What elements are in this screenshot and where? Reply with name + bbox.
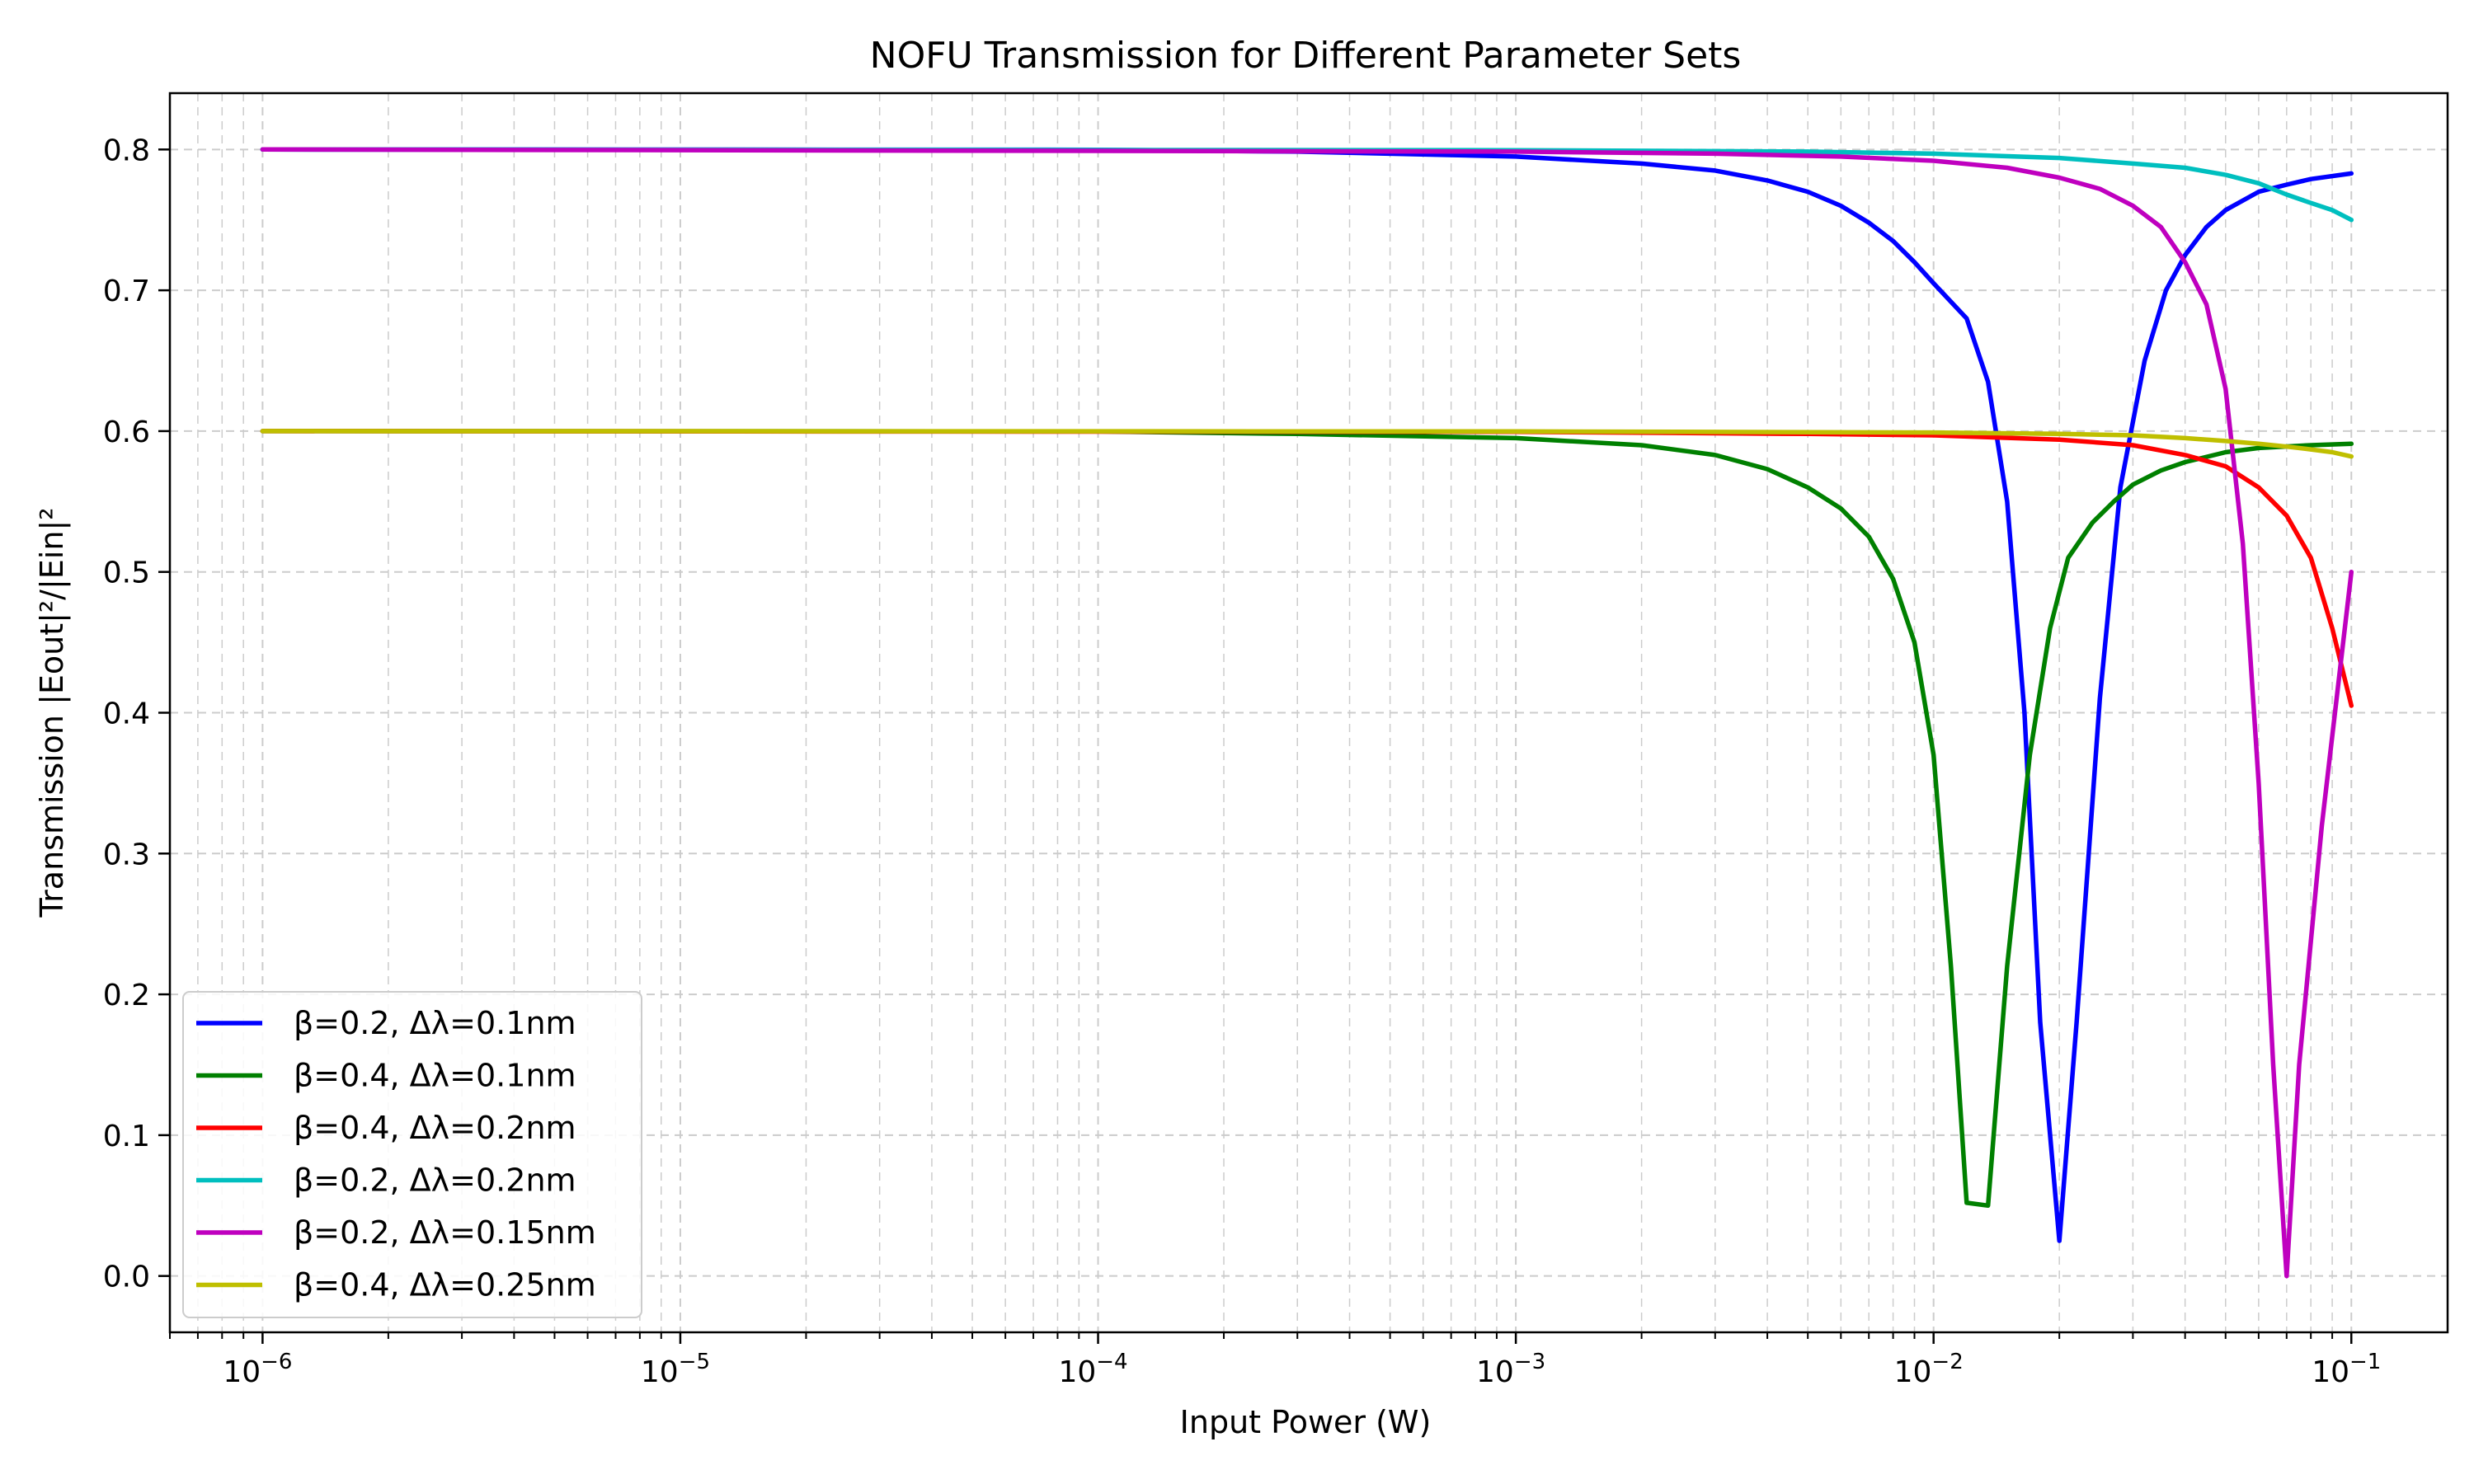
legend-label: β=0.4, Δλ=0.1nm: [294, 1058, 576, 1094]
x-tick-label: 10−6: [223, 1350, 292, 1389]
legend-label: β=0.4, Δλ=0.25nm: [294, 1267, 596, 1303]
x-tick-label: 10−1: [2312, 1350, 2381, 1389]
series-line: [260, 147, 2354, 223]
y-tick-label: 0.3: [103, 838, 150, 871]
x-tick-label: 10−5: [641, 1350, 710, 1389]
y-tick-label: 0.8: [103, 134, 150, 167]
chart-title: NOFU Transmission for Different Paramete…: [870, 35, 1742, 77]
legend-label: β=0.4, Δλ=0.2nm: [294, 1110, 576, 1146]
legend-label: β=0.2, Δλ=0.15nm: [294, 1214, 596, 1251]
series-line: [260, 429, 2354, 459]
legend-label: β=0.2, Δλ=0.1nm: [294, 1005, 576, 1041]
y-tick-label: 0.7: [103, 275, 150, 308]
legend-label: β=0.2, Δλ=0.2nm: [294, 1162, 576, 1199]
x-tick-label: 10−4: [1058, 1350, 1127, 1389]
y-tick-label: 0.2: [103, 979, 150, 1012]
y-tick-label: 0.1: [103, 1120, 150, 1153]
series-line: [260, 147, 2354, 1279]
x-tick-label: 10−3: [1476, 1350, 1545, 1389]
x-tick-label: 10−2: [1894, 1350, 1964, 1389]
legend: β=0.2, Δλ=0.1nm β=0.4, Δλ=0.1nm β=0.4, Δλ=…: [182, 991, 642, 1318]
series-line: [260, 429, 2354, 1209]
axis-ticks: 10−6 10−5 10−4 10−3 10−2 10−1 0.0 0.1 0.2 0.3 0.4 0…: [103, 134, 2382, 1389]
x-axis-label: Input Power (W): [1180, 1404, 1432, 1440]
y-axis-label: Transmission |Eout|²/|Ein|²: [34, 508, 71, 918]
y-tick-label: 0.0: [103, 1261, 150, 1294]
series-lines: [260, 147, 2354, 1279]
legend-box: [182, 991, 642, 1318]
y-tick-label: 0.4: [103, 697, 150, 731]
grid: [169, 93, 2448, 1332]
series-line: [260, 147, 2354, 1243]
y-tick-label: 0.5: [103, 556, 150, 590]
y-tick-label: 0.6: [103, 416, 150, 449]
